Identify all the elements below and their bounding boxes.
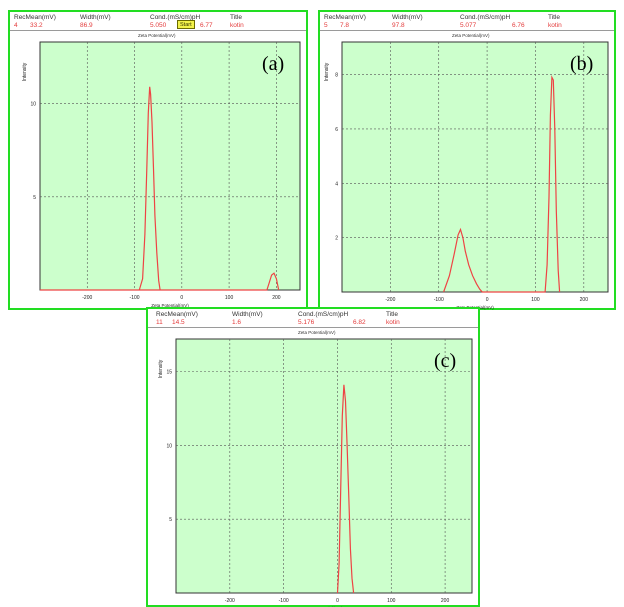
x-tick-label: 0 xyxy=(180,295,183,301)
mean-value: 33.2 xyxy=(30,22,43,29)
title-label: Title xyxy=(230,14,243,21)
title-value: kotin xyxy=(230,22,244,29)
series-line xyxy=(138,86,161,291)
width-value: 97.8 xyxy=(392,22,405,29)
x-tick-label: -100 xyxy=(279,598,289,604)
plot-area: -200 -100 0 100 200 5 10 Zeta Potential(mV) Inte… xyxy=(22,41,301,308)
x-tick-label: 100 xyxy=(225,295,234,301)
x-tick-label: 200 xyxy=(441,598,450,604)
start-button[interactable]: Start xyxy=(177,20,195,29)
x-tick-label: -100 xyxy=(434,297,444,303)
top-xlabel: Zeta Potential(mV) xyxy=(298,330,336,335)
ph-value: 6.76 xyxy=(512,22,525,29)
x-tick-label: -200 xyxy=(385,297,395,303)
panel-tag: (a) xyxy=(262,53,284,75)
panel-header: RecMean(mV) Width(mV) Cond.(mS/cm)pH Tit… xyxy=(10,12,306,38)
header-divider xyxy=(148,327,478,328)
cond-ph-label: Cond.(mS/cm)pH xyxy=(460,14,511,21)
record-number: 11 xyxy=(156,319,163,326)
series-line xyxy=(336,384,355,594)
panel-tag: (c) xyxy=(434,350,456,372)
x-axis-label: Zeta Potential(mV) xyxy=(151,303,189,308)
width-label: Width(mV) xyxy=(232,311,263,318)
x-tick-label: -200 xyxy=(225,598,235,604)
series-line xyxy=(443,75,561,293)
mean-value: 14.5 xyxy=(172,319,185,326)
record-number: 4 xyxy=(14,22,18,29)
record-number: 5 xyxy=(324,22,328,29)
title-value: kotin xyxy=(548,22,562,29)
panel-header: RecMean(mV) Width(mV) Cond.(mS/cm)pH Tit… xyxy=(148,309,478,335)
y-tick-label: 2 xyxy=(335,236,338,242)
x-tick-label: 200 xyxy=(272,295,281,301)
panel-header: RecMean(mV) Width(mV) Cond.(mS/cm)pH Tit… xyxy=(320,12,614,38)
chart-panel-c: RecMean(mV) Width(mV) Cond.(mS/cm)pH Tit… xyxy=(146,307,480,607)
y-tick-label: 10 xyxy=(30,102,36,108)
title-label: Title xyxy=(386,311,399,318)
x-tick-label: 0 xyxy=(486,297,489,303)
plot-area: -200-10001002002468Zeta Potential(mV)Int… xyxy=(324,41,609,310)
y-axis-label: Intensity xyxy=(324,62,330,81)
plot-background xyxy=(39,41,301,291)
title-value: kotin xyxy=(386,319,400,326)
cond-ph-label: Cond.(mS/cm)pH xyxy=(298,311,349,318)
x-tick-label: -100 xyxy=(130,295,140,301)
panel-tag: (b) xyxy=(570,53,593,75)
chart-panel-b: RecMean(mV) Width(mV) Cond.(mS/cm)pH Tit… xyxy=(318,10,616,310)
rec-mean-label: RecMean(mV) xyxy=(324,14,366,21)
series-line xyxy=(40,272,280,291)
y-tick-label: 15 xyxy=(166,369,172,375)
x-tick-label: 0 xyxy=(336,598,339,604)
y-tick-label: 8 xyxy=(335,73,338,79)
y-tick-label: 5 xyxy=(33,195,36,201)
title-label: Title xyxy=(548,14,561,21)
chart-panel-a: RecMean(mV) Width(mV) Cond.(mS/cm)pH Tit… xyxy=(8,10,308,310)
top-xlabel: Zeta Potential(mV) xyxy=(138,33,176,38)
ph-value: 6.77 xyxy=(200,22,213,29)
header-divider xyxy=(320,30,614,31)
plot-background xyxy=(341,41,609,293)
top-xlabel: Zeta Potential(mV) xyxy=(452,33,490,38)
x-tick-label: 200 xyxy=(580,297,589,303)
plot-background xyxy=(175,338,473,594)
cond-value: 5.050 xyxy=(150,22,167,29)
plot-area: -200-100010020051015Zeta Potential(mV)In… xyxy=(158,338,473,607)
x-tick-label: 100 xyxy=(387,598,396,604)
width-label: Width(mV) xyxy=(80,14,111,21)
y-tick-label: 10 xyxy=(166,443,172,449)
mean-value: 7.8 xyxy=(340,22,350,29)
y-axis-label: Intensity xyxy=(158,359,164,378)
rec-mean-label: RecMean(mV) xyxy=(14,14,56,21)
cond-value: 5.176 xyxy=(298,319,315,326)
width-label: Width(mV) xyxy=(392,14,423,21)
cond-value: 5.077 xyxy=(460,22,477,29)
ph-value: 6.82 xyxy=(353,319,366,326)
width-value: 1.6 xyxy=(232,319,242,326)
width-value: 86.9 xyxy=(80,22,93,29)
y-axis-label: Intensity xyxy=(22,62,28,81)
x-tick-label: -200 xyxy=(82,295,92,301)
cond-ph-label: Cond.(mS/cm)pH xyxy=(150,14,201,21)
y-tick-label: 4 xyxy=(335,181,338,187)
header-divider xyxy=(10,30,306,31)
x-tick-label: 100 xyxy=(531,297,540,303)
y-tick-label: 6 xyxy=(335,127,338,133)
rec-mean-label: RecMean(mV) xyxy=(156,311,198,318)
y-tick-label: 5 xyxy=(169,517,172,523)
